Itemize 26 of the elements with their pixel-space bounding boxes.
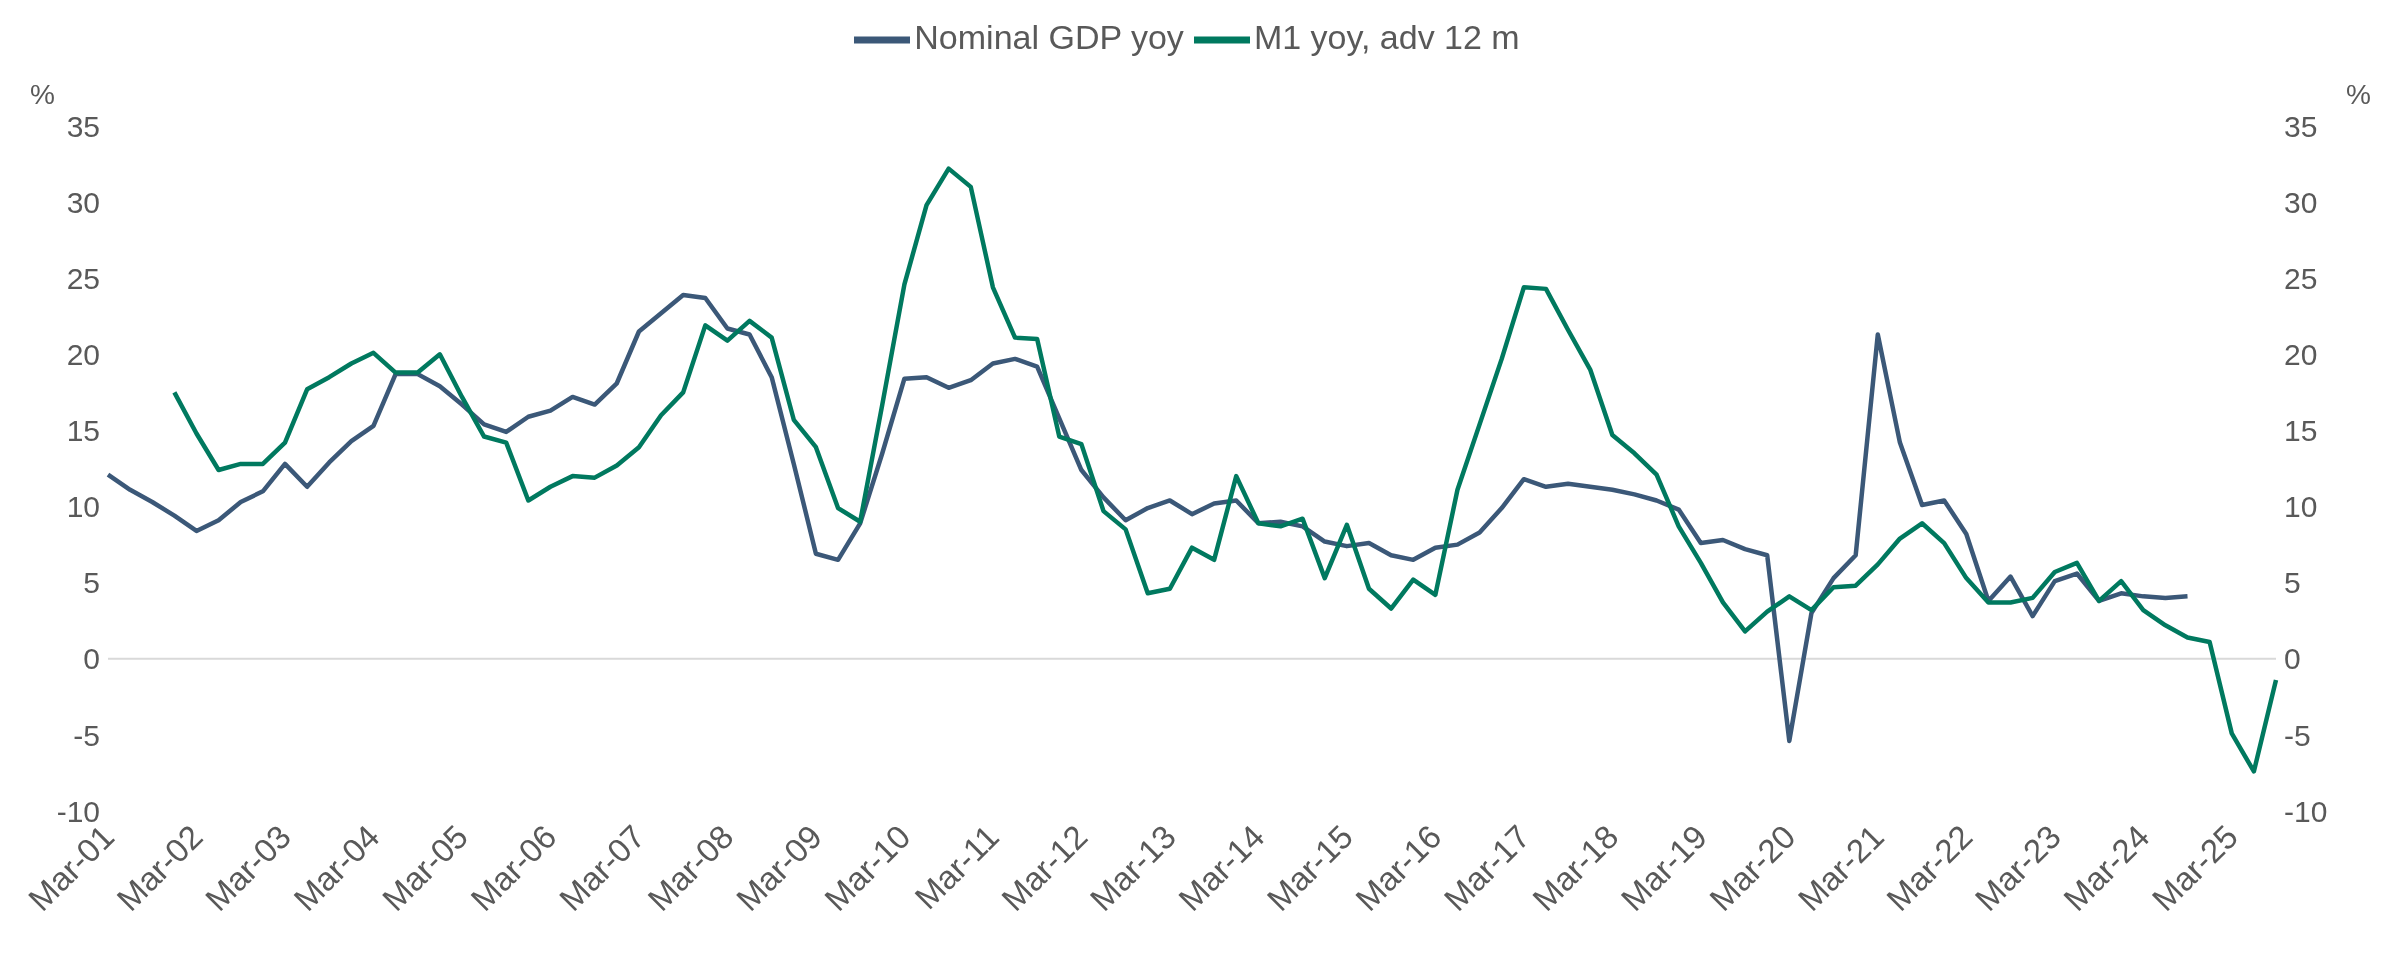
y2-tick-label: 35	[2284, 109, 2318, 143]
y-tick-label: 30	[66, 185, 100, 219]
y-tick-label: 35	[66, 109, 100, 143]
y2-tick-label: -5	[2284, 718, 2311, 752]
y-tick-label: 20	[66, 337, 100, 371]
y-tick-label: 0	[83, 642, 100, 676]
y2-axis-title: %	[2346, 79, 2371, 110]
legend-label: M1 yoy, adv 12 m	[1253, 17, 1520, 56]
y2-tick-label: 20	[2284, 337, 2318, 371]
y-tick-label: -5	[73, 718, 100, 752]
y2-tick-label: 0	[2284, 642, 2301, 676]
y2-tick-label: 10	[2284, 490, 2318, 524]
y2-tick-label: 25	[2284, 261, 2318, 295]
y-tick-label: 10	[66, 490, 100, 524]
legend-label: Nominal GDP yoy	[914, 17, 1184, 56]
y-tick-label: 15	[66, 414, 100, 448]
y2-tick-label: 5	[2284, 566, 2301, 600]
y-tick-label: 25	[66, 261, 100, 295]
line-series	[172, 166, 2279, 774]
y2-tick-label: -10	[2284, 794, 2328, 828]
y-tick-label: 5	[83, 566, 100, 600]
line-series	[105, 292, 2190, 744]
y2-tick-label: 15	[2284, 414, 2318, 448]
y-axis-title: %	[30, 79, 55, 110]
y-tick-label: -10	[56, 794, 100, 828]
y2-tick-label: 30	[2284, 185, 2318, 219]
